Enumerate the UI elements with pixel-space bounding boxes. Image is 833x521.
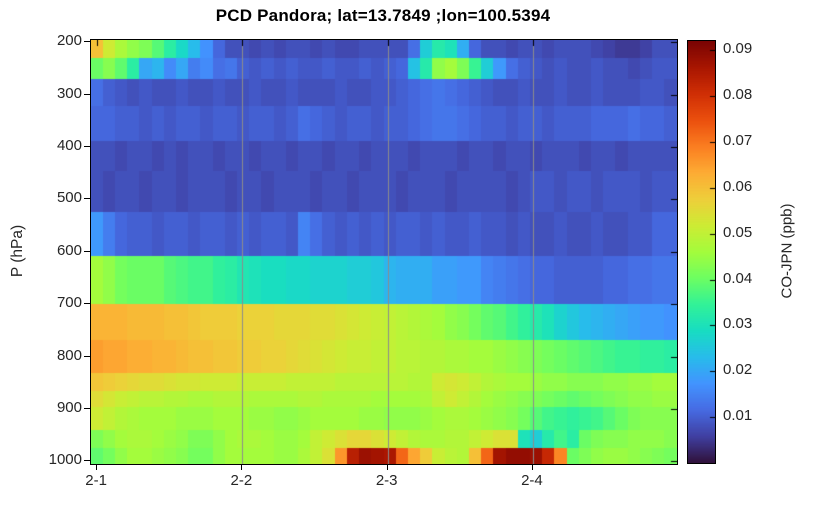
y-tick-mark	[84, 251, 90, 252]
colorbar-tick-label: 0.09	[723, 40, 753, 58]
colorbar-tick-label: 0.02	[723, 361, 753, 379]
y-tick-mark	[84, 198, 90, 199]
x-tick-mark	[532, 464, 533, 470]
colorbar-tick-label: 0.08	[723, 86, 753, 104]
colorbar-tick-label: 0.05	[723, 223, 753, 241]
y-tick-label: 1000	[48, 451, 82, 469]
colorbar-tick-label: 0.07	[723, 131, 753, 149]
y-tick-label: 600	[56, 241, 82, 259]
y-tick-mark	[84, 146, 90, 147]
colorbar	[687, 40, 716, 464]
y-tick-label: 800	[56, 346, 82, 364]
y-tick-label: 200	[56, 32, 82, 50]
x-tick-mark	[241, 464, 242, 470]
y-tick-label: 400	[56, 136, 82, 154]
heatmap-plot-area	[90, 39, 678, 465]
y-tick-mark	[84, 94, 90, 95]
y-tick-label: 300	[56, 84, 82, 102]
colorbar-tick-label: 0.01	[723, 407, 753, 425]
x-tick-mark	[96, 464, 97, 470]
heatmap-canvas	[91, 40, 677, 464]
x-tick-label: 2-1	[85, 472, 107, 489]
x-tick-label: 2-3	[375, 472, 398, 489]
colorbar-canvas	[688, 41, 715, 463]
y-tick-mark	[84, 356, 90, 357]
x-tick-label: 2-2	[230, 472, 253, 489]
colorbar-tick-label: 0.03	[723, 315, 753, 333]
x-tick-label: 2-4	[521, 472, 543, 489]
y-tick-mark	[84, 303, 90, 304]
y-tick-label: 700	[56, 294, 82, 312]
y-tick-mark	[84, 41, 90, 42]
colorbar-tick-label: 0.06	[723, 177, 753, 195]
colorbar-tick-label: 0.04	[723, 269, 753, 287]
x-tick-mark	[387, 464, 388, 470]
colorbar-label: CO-JPN (ppb)	[778, 203, 796, 299]
y-tick-mark	[84, 408, 90, 409]
y-tick-label: 500	[56, 189, 82, 207]
chart-title: PCD Pandora; lat=13.7849 ;lon=100.5394	[215, 6, 551, 25]
y-tick-mark	[84, 460, 90, 461]
y-axis-label: P (hPa)	[9, 224, 26, 278]
y-tick-label: 900	[56, 398, 82, 416]
